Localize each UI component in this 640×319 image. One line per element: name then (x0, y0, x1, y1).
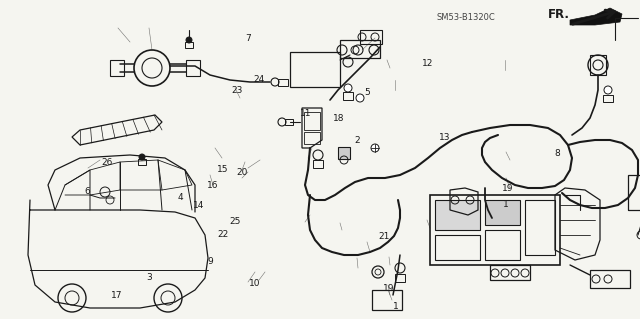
Text: 19: 19 (383, 284, 395, 293)
Text: 1: 1 (393, 302, 398, 311)
Bar (628, 175, 640, 210)
Bar (485, 230, 520, 260)
Bar (338, 147, 350, 159)
Bar (603, 95, 613, 102)
Text: 25: 25 (230, 217, 241, 226)
Text: 1: 1 (503, 200, 508, 209)
Text: SM53-B1320C: SM53-B1320C (436, 13, 495, 22)
Bar (590, 270, 630, 288)
Bar (372, 290, 402, 310)
Text: 14: 14 (193, 201, 204, 210)
Circle shape (344, 84, 352, 92)
Bar (110, 60, 124, 76)
Circle shape (139, 154, 145, 160)
Text: 3: 3 (147, 273, 152, 282)
Text: 20: 20 (236, 168, 248, 177)
Text: 15: 15 (217, 165, 228, 174)
Text: 21: 21 (378, 232, 390, 241)
Bar (490, 265, 530, 280)
Text: 10: 10 (249, 279, 260, 288)
Bar (340, 40, 380, 58)
Bar (430, 195, 560, 265)
Bar (525, 200, 555, 255)
Text: 6: 6 (85, 187, 90, 196)
Text: 13: 13 (439, 133, 451, 142)
Text: 17: 17 (111, 291, 123, 300)
Bar (304, 132, 320, 144)
Bar (485, 200, 520, 225)
Text: 9: 9 (207, 257, 212, 266)
Bar (395, 274, 405, 282)
Text: 16: 16 (207, 181, 219, 189)
Bar (278, 79, 288, 86)
Circle shape (356, 94, 364, 102)
Bar (435, 200, 480, 230)
Text: 18: 18 (333, 114, 345, 122)
Bar (590, 55, 606, 75)
Text: 24: 24 (253, 75, 265, 84)
Bar (313, 160, 323, 168)
Bar (304, 112, 320, 130)
Text: 26: 26 (102, 158, 113, 167)
Bar (138, 159, 146, 165)
Text: 12: 12 (422, 59, 433, 68)
Bar (185, 42, 193, 48)
Bar (290, 52, 340, 87)
Text: 11: 11 (300, 109, 312, 118)
Text: FR.: FR. (548, 8, 570, 20)
Text: 19: 19 (502, 184, 513, 193)
Text: 2: 2 (355, 136, 360, 145)
Text: 22: 22 (217, 230, 228, 239)
Circle shape (371, 144, 379, 152)
Bar (186, 60, 200, 76)
Circle shape (604, 86, 612, 94)
Text: 4: 4 (178, 193, 183, 202)
Bar (285, 119, 293, 125)
Text: 23: 23 (231, 86, 243, 95)
Bar (360, 30, 382, 44)
Text: 7: 7 (246, 34, 251, 43)
Circle shape (186, 37, 192, 43)
Bar (435, 235, 480, 260)
Polygon shape (570, 8, 622, 25)
Bar (343, 92, 353, 100)
Text: 8: 8 (554, 149, 559, 158)
Text: 5: 5 (364, 88, 369, 97)
